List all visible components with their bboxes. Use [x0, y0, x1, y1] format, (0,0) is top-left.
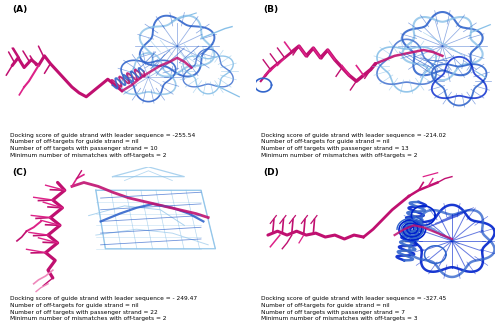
Text: Docking score of guide strand with leader sequence = -327.45
Number of off-targe: Docking score of guide strand with leade…	[261, 296, 446, 321]
Text: (C): (C)	[12, 169, 27, 177]
Text: (A): (A)	[12, 5, 28, 14]
Text: Docking score of guide strand with leader sequence = -255.54
Number of off-targe: Docking score of guide strand with leade…	[10, 133, 195, 157]
Text: Docking score of guide strand with leader sequence = -214.02
Number of off-targe: Docking score of guide strand with leade…	[261, 133, 446, 157]
Text: Docking score of guide strand with leader sequence = - 249.47
Number of off-targ: Docking score of guide strand with leade…	[10, 296, 197, 321]
Text: (D): (D)	[263, 169, 279, 177]
Text: (B): (B)	[263, 5, 278, 14]
